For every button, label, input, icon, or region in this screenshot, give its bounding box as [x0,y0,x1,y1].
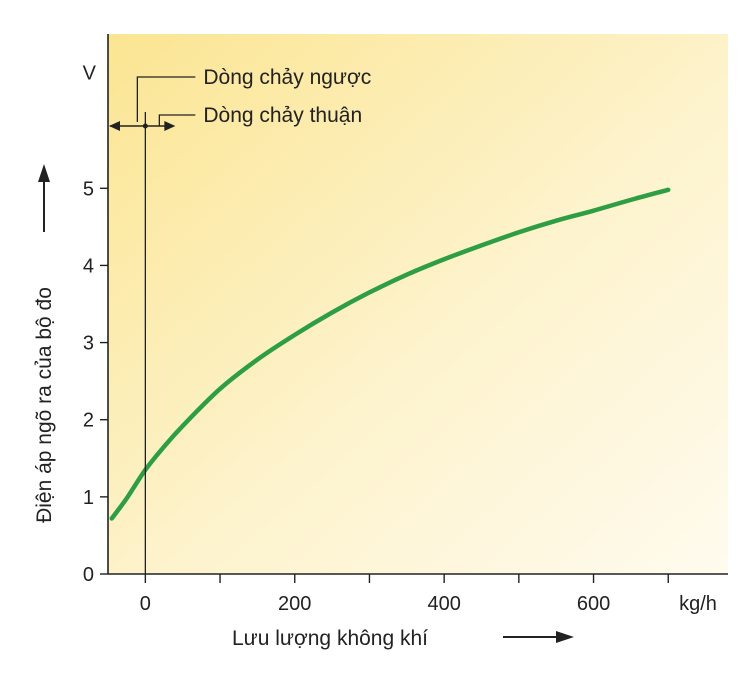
y-tick-label: 2 [83,410,94,432]
reverse-flow-leader [136,76,196,122]
plot-background [108,34,728,574]
y-tick-label: 0 [83,564,94,586]
y-axis-title: Điện áp ngõ ra của bộ đo [33,287,56,523]
reverse-flow-arrowhead [109,121,120,131]
series-line-0 [109,187,671,521]
forward-flow-arrowhead [164,121,176,131]
reverse-flow-label: Dòng chảy ngược [203,66,371,89]
zero-flow-dot [142,123,148,129]
x-axis-title: Lưu lượng không khí [232,627,428,650]
y-tick-label: 3 [83,333,94,355]
y-unit-label: V [83,63,97,85]
forward-flow-label: Dòng chảy thuận [203,104,362,127]
y-tick-label: 5 [83,178,94,200]
forward-flow-leader [158,114,196,126]
y-axis-arrow-head [38,164,50,182]
x-tick-label: 400 [427,593,460,615]
x-axis-arrow-head [556,631,574,643]
x-unit-label: kg/h [679,593,717,615]
y-tick-label: 4 [83,255,94,277]
x-tick-label: 600 [577,593,610,615]
y-tick-label: 1 [83,487,94,509]
x-tick-label: 200 [278,593,311,615]
x-tick-label: 0 [140,593,151,615]
